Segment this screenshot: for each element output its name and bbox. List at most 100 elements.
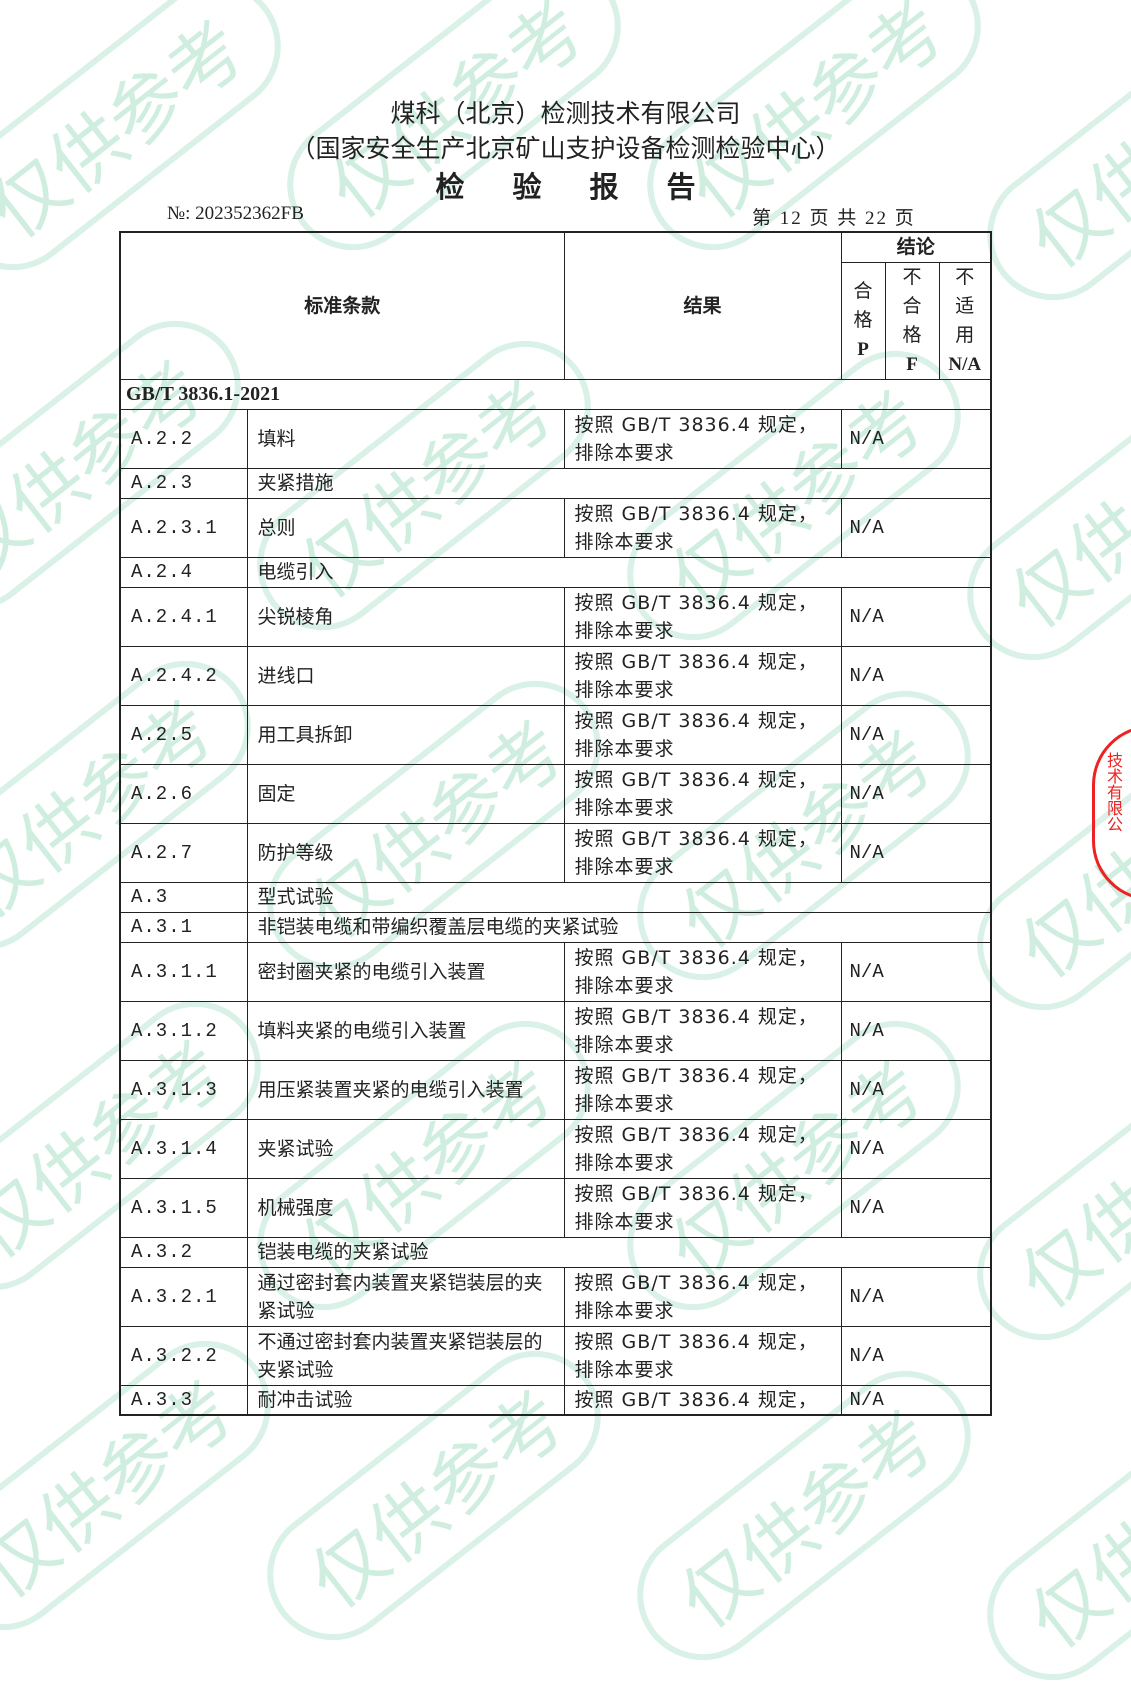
clause-name: 非铠装电缆和带编织覆盖层电缆的夹紧试验 [246, 911, 992, 943]
clause-name: 用压紧装置夹紧的电缆引入装置 [246, 1059, 565, 1120]
conclusion-value: N/A [840, 1384, 992, 1415]
table-row: A.3.1.1 密封圈夹紧的电缆引入装置 按照 GB/T 3836.4 规定，排除本… [119, 941, 992, 1002]
page-info: 第 12 页 共 22 页 [752, 208, 916, 229]
header-na: 不适用 N/A [938, 261, 992, 380]
result-text: 按照 GB/T 3836.4 规定，排除本要求 [563, 645, 842, 706]
table-row: A.3.1 非铠装电缆和带编织覆盖层电缆的夹紧试验 [119, 911, 992, 943]
conclusion-value: N/A [840, 1177, 992, 1238]
conclusion-value: N/A [840, 1000, 992, 1061]
conclusion-value: N/A [840, 1266, 992, 1327]
table-row: A.3.1.4 夹紧试验 按照 GB/T 3836.4 规定，排除本要求 N/A [119, 1118, 992, 1179]
header-result: 结果 [563, 231, 842, 380]
clause-code: A.3.1.3 [119, 1059, 248, 1120]
table-row: A.3 型式试验 [119, 881, 992, 913]
table-row: A.2.4 电缆引入 [119, 556, 992, 588]
clause-name: 密封圈夹紧的电缆引入装置 [246, 941, 565, 1002]
result-text: 按照 GB/T 3836.4 规定，排除本要求 [563, 1177, 842, 1238]
table-row: A.2.2 填料 按照 GB/T 3836.4 规定，排除本要求 N/A [119, 408, 992, 469]
inspection-table: 标准条款 结果 结论 合格 P 不合格 F 不适用 N/A GB/T 3836.1-2… [119, 231, 993, 1416]
clause-code: A.3.2.2 [119, 1325, 248, 1386]
clause-name: 通过密封套内装置夹紧铠装层的夹紧试验 [246, 1266, 565, 1327]
table-row: A.3.2.1 通过密封套内装置夹紧铠装层的夹紧试验 按照 GB/T 3836.4 … [119, 1266, 992, 1327]
header-pass: 合格 P [840, 261, 886, 380]
clause-code: A.2.2 [119, 408, 248, 469]
result-text: 按照 GB/T 3836.4 规定，排除本要求 [563, 586, 842, 647]
watermark-text: 仅供参考 [960, 1364, 1131, 1707]
conclusion-value: N/A [840, 645, 992, 706]
clause-name: 固定 [246, 763, 565, 824]
clause-code: A.2.4.2 [119, 645, 248, 706]
result-text: 按照 GB/T 3836.4 规定， [563, 1384, 842, 1415]
clause-name: 耐冲击试验 [246, 1384, 565, 1415]
clause-code: A.3.2 [119, 1236, 248, 1268]
clause-name: 总则 [246, 497, 565, 558]
clause-code: A.3.1.1 [119, 941, 248, 1002]
clause-code: A.3.1 [119, 911, 248, 943]
header-pass-label: 合格 [853, 280, 873, 331]
table-row: A.3.1.5 机械强度 按照 GB/T 3836.4 规定，排除本要求 N/A [119, 1177, 992, 1238]
table-row: A.3.1.2 填料夹紧的电缆引入装置 按照 GB/T 3836.4 规定，排除本要… [119, 1000, 992, 1061]
clause-code: A.2.6 [119, 763, 248, 824]
conclusion-value: N/A [840, 408, 992, 469]
result-text: 按照 GB/T 3836.4 规定，排除本要求 [563, 497, 842, 558]
result-text: 按照 GB/T 3836.4 规定，排除本要求 [563, 763, 842, 824]
conclusion-value: N/A [840, 1059, 992, 1120]
header-conclusion: 结论 [840, 231, 992, 263]
table-row: A.3.1.3 用压紧装置夹紧的电缆引入装置 按照 GB/T 3836.4 规定，排… [119, 1059, 992, 1120]
table-row: A.3.3 耐冲击试验 按照 GB/T 3836.4 规定， N/A [119, 1384, 992, 1415]
result-text: 按照 GB/T 3836.4 规定，排除本要求 [563, 941, 842, 1002]
clause-name: 进线口 [246, 645, 565, 706]
result-text: 按照 GB/T 3836.4 规定，排除本要求 [563, 1325, 842, 1386]
clause-code: A.2.5 [119, 704, 248, 765]
conclusion-value: N/A [840, 704, 992, 765]
clause-code: A.3.1.5 [119, 1177, 248, 1238]
result-text: 按照 GB/T 3836.4 规定，排除本要求 [563, 1266, 842, 1327]
header-fail-code: F [906, 353, 918, 375]
conclusion-value: N/A [840, 1118, 992, 1179]
table-row: A.2.4.2 进线口 按照 GB/T 3836.4 规定，排除本要求 N/A [119, 645, 992, 706]
clause-name: 尖锐棱角 [246, 586, 565, 647]
clause-name: 铠装电缆的夹紧试验 [246, 1236, 992, 1268]
clause-name: 机械强度 [246, 1177, 565, 1238]
result-text: 按照 GB/T 3836.4 规定，排除本要求 [563, 408, 842, 469]
result-text: 按照 GB/T 3836.4 规定，排除本要求 [563, 1059, 842, 1120]
table-row: A.2.4.1 尖锐棱角 按照 GB/T 3836.4 规定，排除本要求 N/A [119, 586, 992, 647]
table-row: A.2.3.1 总则 按照 GB/T 3836.4 规定，排除本要求 N/A [119, 497, 992, 558]
conclusion-value: N/A [840, 763, 992, 824]
document-title: 检验报告 [435, 170, 744, 204]
conclusion-value: N/A [840, 941, 992, 1002]
result-text: 按照 GB/T 3836.4 规定，排除本要求 [563, 822, 842, 883]
clause-name: 用工具拆卸 [246, 704, 565, 765]
center-name: （国家安全生产北京矿山支护设备检测检验中心） [290, 134, 841, 163]
clause-name: 型式试验 [246, 881, 992, 913]
conclusion-value: N/A [840, 497, 992, 558]
table-row: A.2.3 夹紧措施 [119, 467, 992, 499]
header-clause: 标准条款 [119, 231, 565, 380]
table-row: A.3.2.2 不通过密封套内装置夹紧铠装层的夹紧试验 按照 GB/T 3836.4… [119, 1325, 992, 1386]
seal-text: 技术有限公 [1104, 752, 1123, 832]
clause-code: A.2.4 [119, 556, 248, 588]
clause-name: 填料 [246, 408, 565, 469]
company-seal: 技术有限公 [1092, 725, 1131, 901]
clause-code: A.3.1.4 [119, 1118, 248, 1179]
header-pass-code: P [857, 339, 869, 360]
result-text: 按照 GB/T 3836.4 规定，排除本要求 [563, 704, 842, 765]
clause-code: A.3.1.2 [119, 1000, 248, 1061]
clause-name: 夹紧试验 [246, 1118, 565, 1179]
clause-code: A.2.3.1 [119, 497, 248, 558]
table-row: A.2.6 固定 按照 GB/T 3836.4 规定，排除本要求 N/A [119, 763, 992, 824]
header-na-label: 不适用 [955, 265, 975, 346]
report-number: №: 202352362FB [167, 203, 304, 224]
result-text: 按照 GB/T 3836.4 规定，排除本要求 [563, 1000, 842, 1061]
clause-name: 夹紧措施 [246, 467, 992, 499]
header-fail: 不合格 F [884, 261, 940, 380]
clause-name: 防护等级 [246, 822, 565, 883]
clause-code: A.2.4.1 [119, 586, 248, 647]
table-row: A.3.2 铠装电缆的夹紧试验 [119, 1236, 992, 1268]
conclusion-value: N/A [840, 586, 992, 647]
table-row: A.2.7 防护等级 按照 GB/T 3836.4 规定，排除本要求 N/A [119, 822, 992, 883]
table-row: A.2.5 用工具拆卸 按照 GB/T 3836.4 规定，排除本要求 N/A [119, 704, 992, 765]
clause-code: A.3.3 [119, 1384, 248, 1415]
standard-row: GB/T 3836.1-2021 [119, 378, 992, 410]
header-na-code: N/A [948, 353, 982, 375]
